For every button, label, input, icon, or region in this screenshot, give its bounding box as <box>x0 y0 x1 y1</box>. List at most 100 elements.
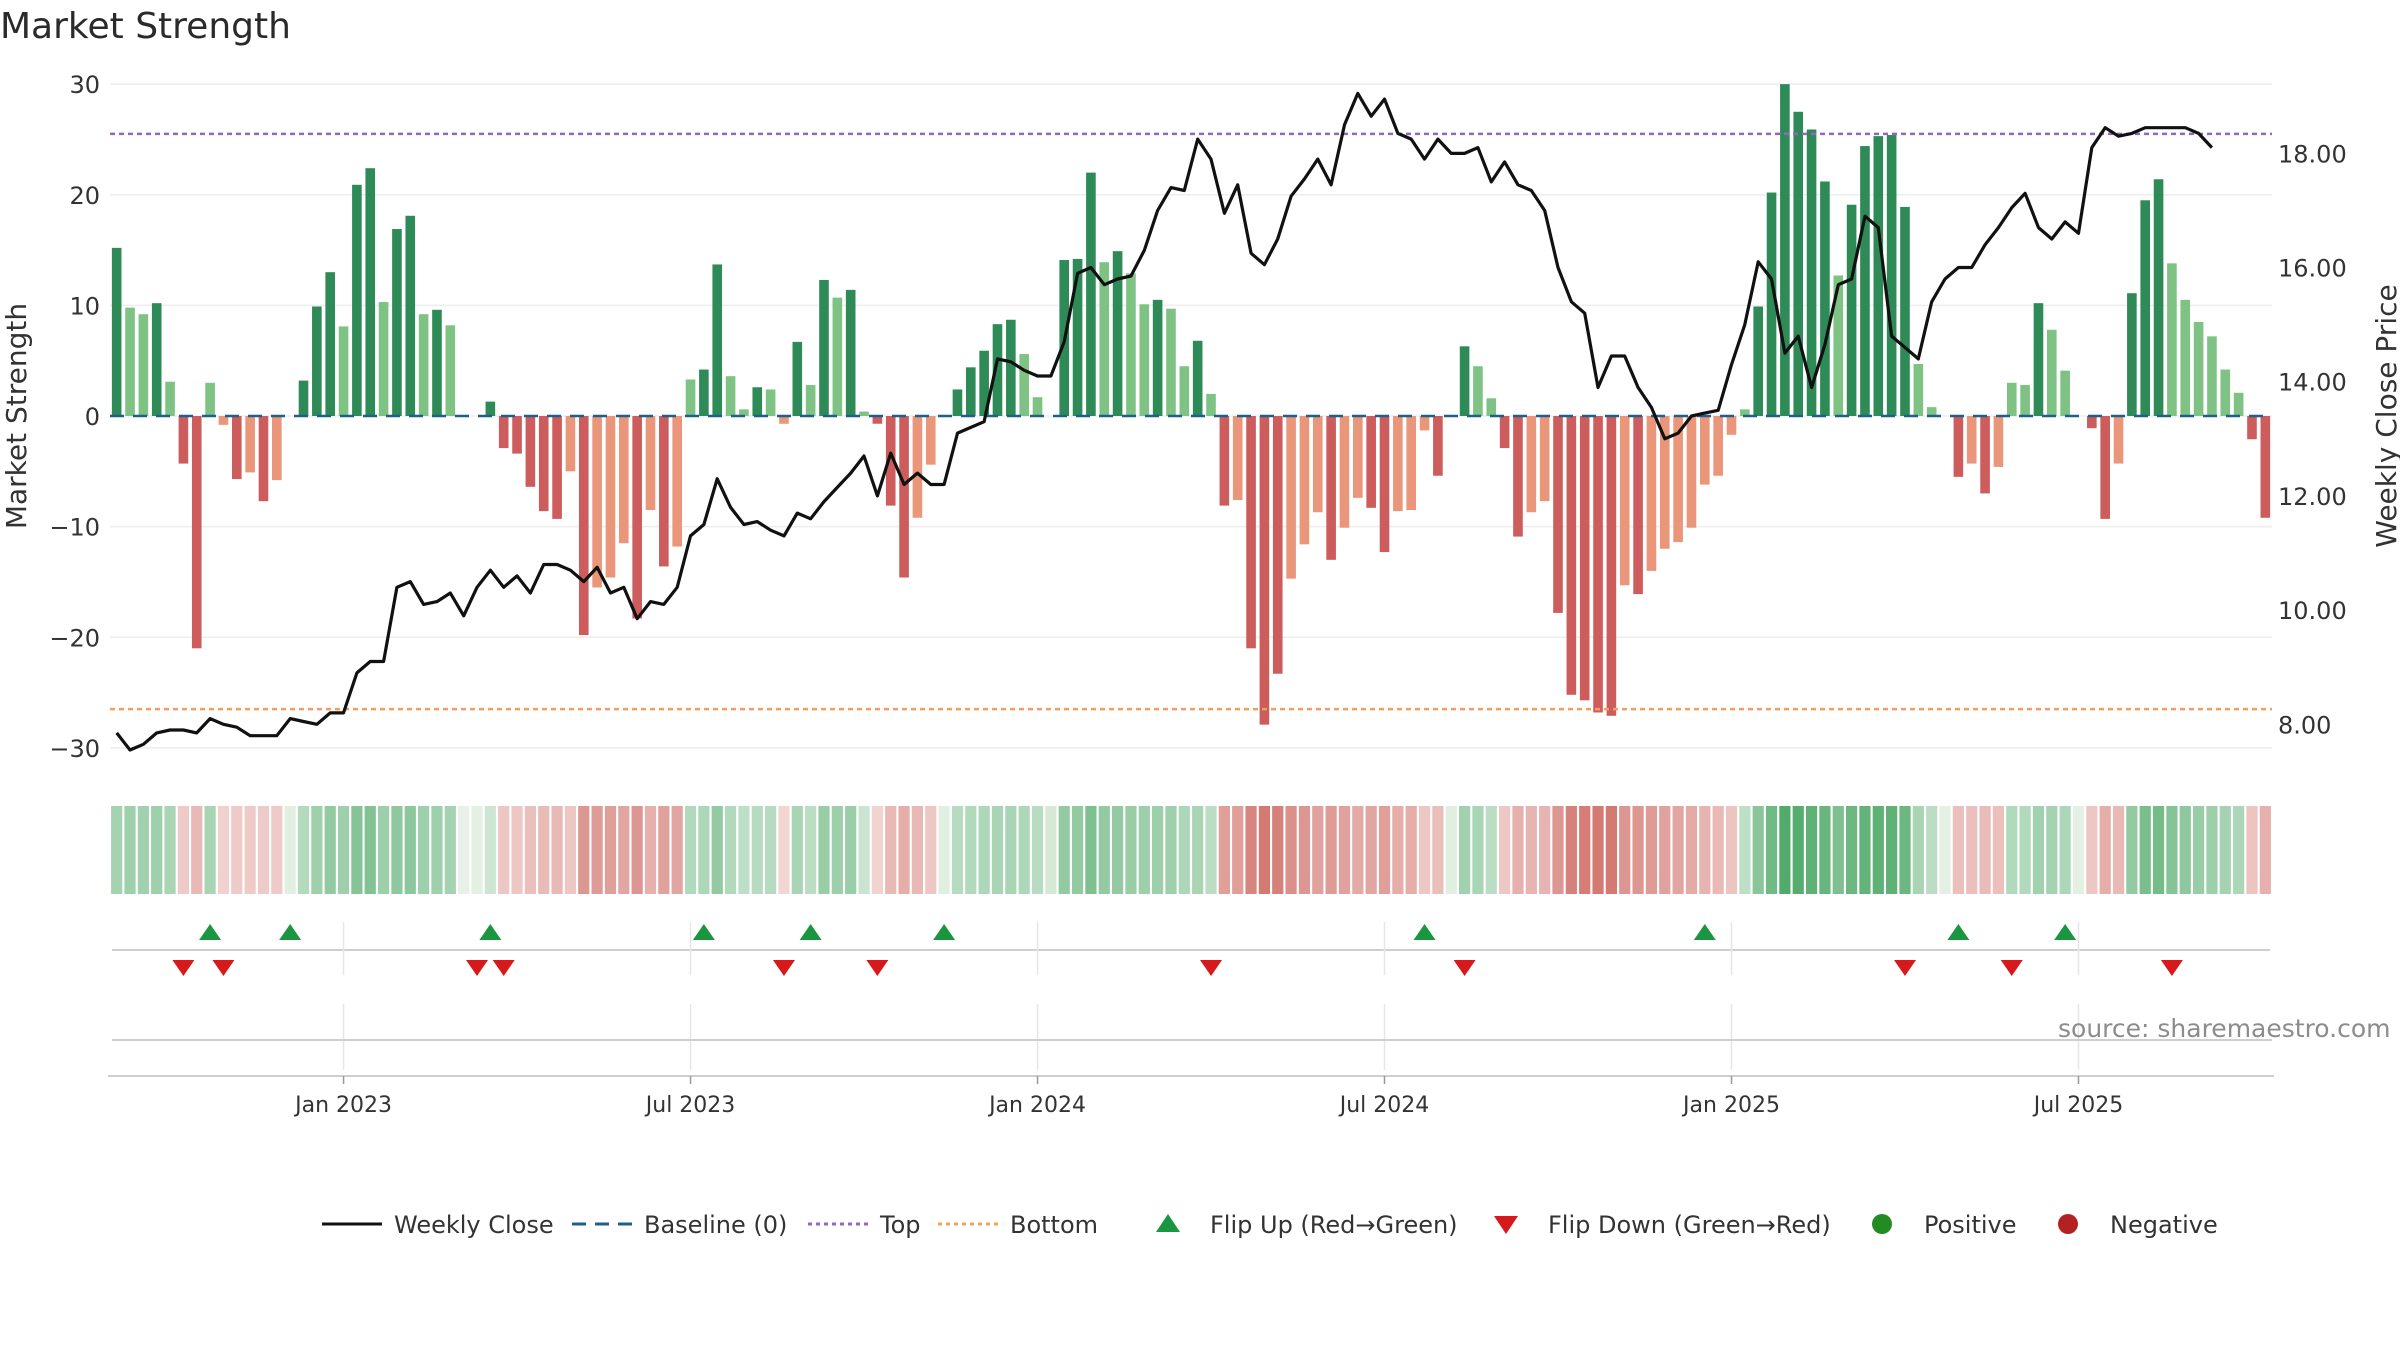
strip-cell <box>444 806 456 894</box>
strip-cell <box>297 806 310 894</box>
strength-bar <box>1206 393 1216 416</box>
x-tick-label: Jan 2024 <box>987 1093 1086 1118</box>
strip-cell <box>1739 806 1751 894</box>
strip-cell <box>177 806 190 894</box>
strength-bar <box>2006 382 2017 416</box>
strip-cell <box>805 806 817 894</box>
strength-bar <box>512 416 522 454</box>
strip-cell <box>1632 806 1644 894</box>
strip-cell <box>391 806 403 894</box>
y-tick-label: 30 <box>69 71 100 99</box>
strip-cell <box>2086 806 2098 894</box>
strength-bar <box>1473 366 1483 416</box>
strip-cell <box>257 806 270 894</box>
strip-cell <box>1899 806 1911 894</box>
strip-cell <box>1912 806 1924 894</box>
strength-bar <box>2180 299 2191 416</box>
strength-bar <box>498 416 509 449</box>
legend: Weekly Close Baseline (0) Top Bottom Flip Up… <box>322 1211 2218 1239</box>
strip-cell <box>765 806 777 894</box>
strength-bar <box>1286 416 1296 579</box>
strength-bar <box>272 416 282 481</box>
strength-bar <box>1072 258 1083 416</box>
strip-cell <box>2139 806 2151 894</box>
strip-cell <box>1512 806 1524 894</box>
strength-bar <box>925 416 936 465</box>
y-tick-label: 10 <box>69 292 100 320</box>
strength-bar <box>1499 416 1510 449</box>
strip-cell <box>1485 806 1497 894</box>
strip-cell <box>1619 806 1631 894</box>
strength-bar <box>1526 416 1537 513</box>
y-tick-label: 20 <box>69 182 100 210</box>
strip-cell <box>1071 806 1084 894</box>
strength-bar <box>1272 416 1283 674</box>
strength-bar <box>739 409 749 416</box>
strength-bar <box>1606 416 1617 716</box>
y2-axis-label: Weekly Close Price <box>2370 284 2400 547</box>
strip-cell <box>858 806 870 894</box>
strip-cell <box>1192 806 1204 894</box>
strength-bar <box>138 314 149 416</box>
x-tick-label: Jul 2025 <box>2032 1093 2124 1118</box>
strength-bar <box>312 306 322 416</box>
strip-cell <box>1325 806 1337 894</box>
flip-up-marker <box>799 924 822 940</box>
strip-cell <box>1098 806 1110 894</box>
strength-bar <box>1139 304 1150 416</box>
strip-cell <box>1779 806 1791 894</box>
triangle-up-icon <box>1156 1214 1180 1232</box>
strength-bar <box>619 416 629 544</box>
strip-cell <box>1432 806 1444 894</box>
x-axis: Jan 2023 Jul 2023 Jan 2024 Jul 2024 Jan 2025… <box>108 1075 2274 1118</box>
flip-down-marker <box>772 960 795 976</box>
flip-up-marker <box>479 924 502 940</box>
strength-bar <box>205 382 215 416</box>
strength-bar <box>1633 416 1643 595</box>
y2-tick-label: 10.00 <box>2278 597 2347 625</box>
weekly-close-line-group <box>115 91 2214 752</box>
strip-cell <box>751 806 763 894</box>
strength-bar <box>1179 366 1190 416</box>
strip-cell <box>311 806 323 894</box>
strength-bar <box>1966 416 1977 464</box>
strip-cell <box>1445 806 1457 894</box>
strength-bar <box>1393 416 1403 512</box>
strip-cell <box>364 806 376 894</box>
strip-cell <box>2166 806 2178 894</box>
strength-bar <box>151 303 162 416</box>
strength-bar <box>298 380 309 416</box>
strength-bar <box>1513 416 1523 537</box>
strip-cell <box>965 806 977 894</box>
strip-cell <box>791 806 803 894</box>
strength-bar <box>485 401 496 416</box>
strength-bar <box>1459 346 1470 416</box>
strength-bar <box>245 416 255 473</box>
strip-cell <box>471 806 483 894</box>
strength-bar <box>2220 369 2231 416</box>
strength-bar <box>1579 416 1590 701</box>
strength-bar <box>392 229 402 416</box>
flip-down-marker <box>1200 960 1223 976</box>
strip-cell <box>1272 806 1284 894</box>
strip-cell <box>1565 806 1577 894</box>
strength-bar <box>1433 416 1443 476</box>
legend-item-dashed-line: Baseline (0) <box>572 1211 787 1239</box>
strength-bar <box>2233 392 2244 416</box>
strip-cell <box>1405 806 1417 894</box>
strip-cell <box>1685 806 1698 894</box>
strength-bar <box>1553 416 1563 613</box>
flip-down-marker <box>492 960 515 976</box>
strength-bar <box>1312 416 1323 513</box>
strength-bar <box>659 416 669 567</box>
strip-cell <box>1499 806 1511 894</box>
flip-up-marker <box>692 924 715 940</box>
strength-bar <box>538 416 549 512</box>
strip-cell <box>1245 806 1257 894</box>
strength-bar <box>338 326 349 416</box>
strength-bar <box>378 302 389 416</box>
strength-bar <box>1886 135 1897 416</box>
strip-cell <box>204 806 216 894</box>
strip-cell <box>271 806 283 894</box>
y2-tick-label: 12.00 <box>2278 483 2347 511</box>
